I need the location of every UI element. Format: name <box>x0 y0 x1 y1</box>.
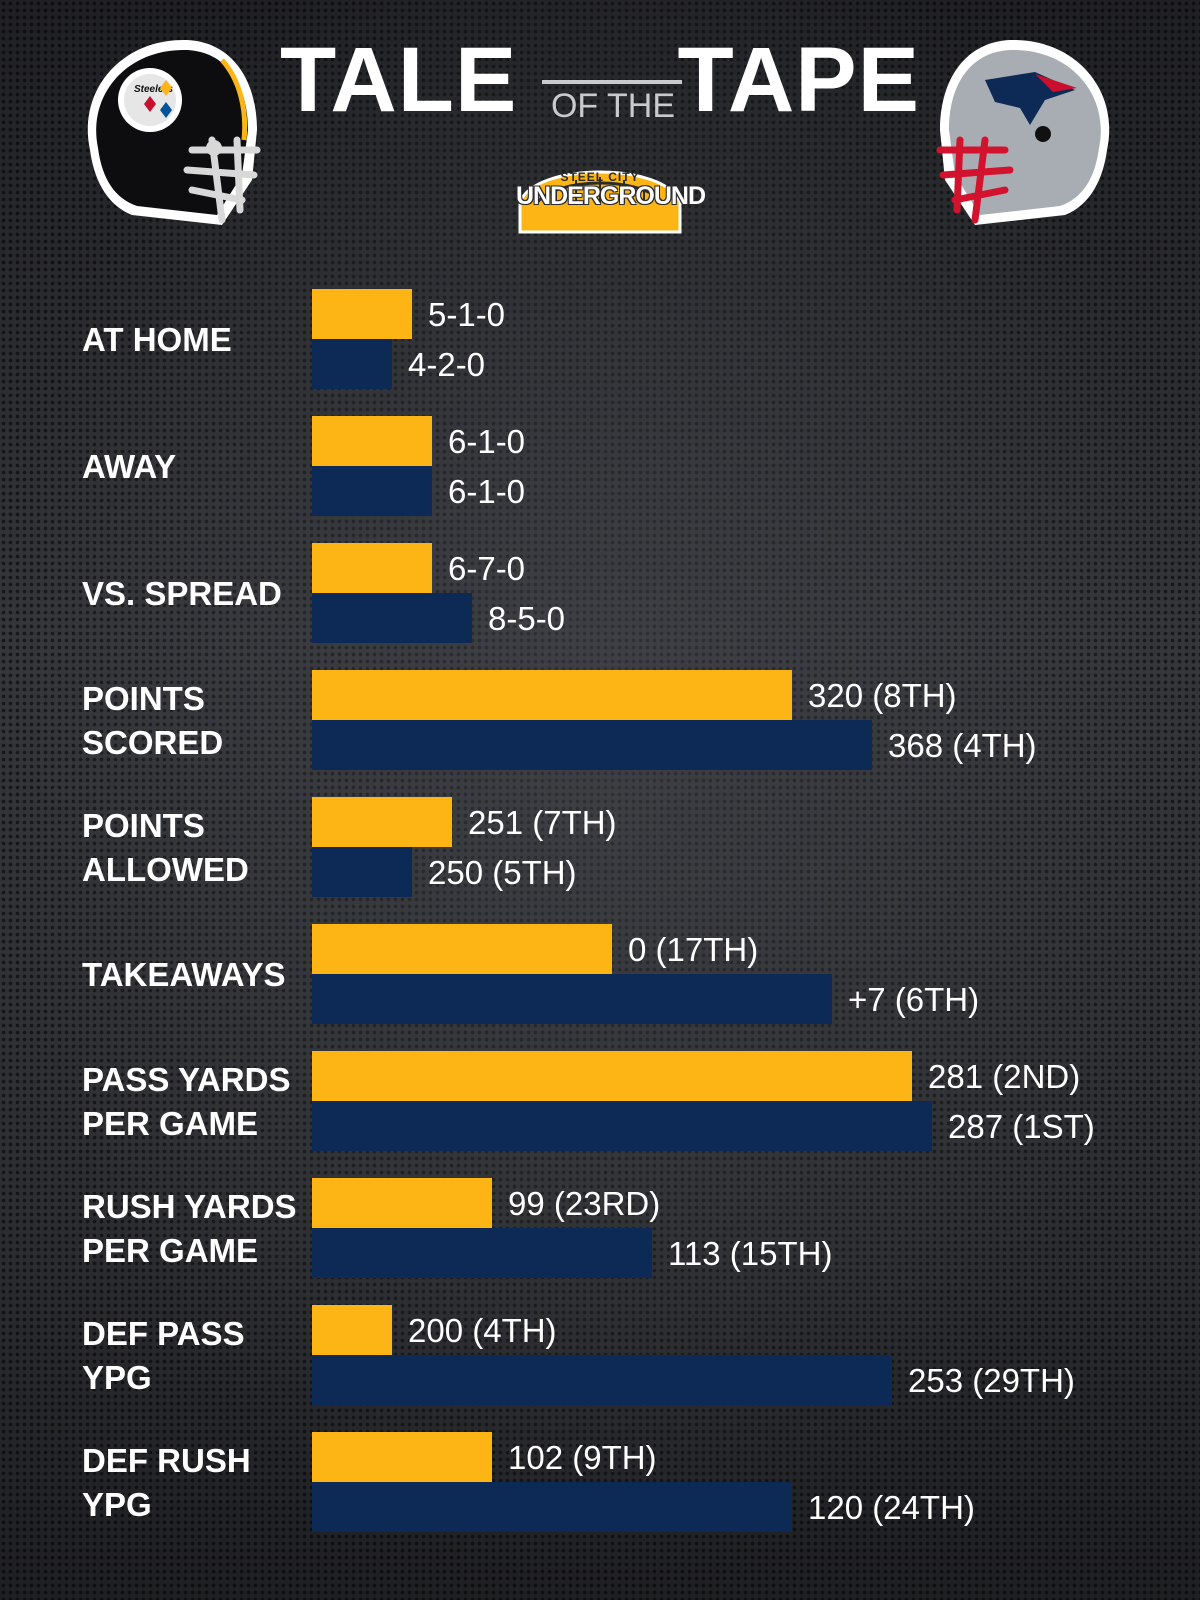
steelers-bar <box>312 543 432 593</box>
category-label: DEF PASS <box>82 1315 245 1352</box>
category-label: DEF RUSH <box>82 1442 251 1479</box>
steelers-bar <box>312 1051 912 1101</box>
patriots-bar <box>312 1355 892 1405</box>
category-label: SCORED <box>82 724 223 761</box>
category-label: RUSH YARDS <box>82 1188 297 1225</box>
patriots-bar <box>312 466 432 516</box>
steelers-bar <box>312 797 452 847</box>
brand-name: UNDERGROUND <box>516 182 706 210</box>
category-label: PASS YARDS <box>82 1061 290 1098</box>
data-label: 281 (2ND) <box>928 1058 1080 1095</box>
data-label: 320 (8TH) <box>808 677 957 714</box>
steelers-bar <box>312 1305 392 1355</box>
category-label: PER GAME <box>82 1232 258 1269</box>
data-label: 102 (9TH) <box>508 1439 657 1476</box>
category-label: YPG <box>82 1359 152 1396</box>
patriots-bar <box>312 847 412 897</box>
category-label: PER GAME <box>82 1105 258 1142</box>
steelers-bar <box>312 1432 492 1482</box>
steelers-bar <box>312 670 792 720</box>
category-label: POINTS <box>82 680 205 717</box>
data-label: 4-2-0 <box>408 346 485 383</box>
category-label: VS. SPREAD <box>82 575 282 612</box>
patriots-helmet-icon <box>936 39 1110 225</box>
data-label: 99 (23RD) <box>508 1185 660 1222</box>
data-label: 250 (5TH) <box>428 854 577 891</box>
helmet-left-logo-text: Steelers <box>134 84 173 95</box>
steelers-bar <box>312 1178 492 1228</box>
category-label: TAKEAWAYS <box>82 956 286 993</box>
category-label: YPG <box>82 1486 152 1523</box>
steelers-bar <box>312 924 612 974</box>
data-label: 6-1-0 <box>448 423 525 460</box>
patriots-bar <box>312 720 872 770</box>
data-label: 287 (1ST) <box>948 1108 1095 1145</box>
data-label: 113 (15TH) <box>668 1235 832 1272</box>
title-tale: TALE <box>280 29 518 131</box>
data-label: 200 (4TH) <box>408 1312 557 1349</box>
patriots-bar <box>312 593 472 643</box>
steelers-bar <box>312 416 432 466</box>
title-tape: TAPE <box>677 29 920 131</box>
bridge-arch-icon <box>518 170 682 234</box>
steelers-bar <box>312 289 412 339</box>
data-label: 120 (24TH) <box>808 1489 975 1526</box>
data-label: 368 (4TH) <box>888 727 1037 764</box>
patriots-bar <box>312 339 392 389</box>
title-divider <box>542 80 682 84</box>
category-label: AT HOME <box>82 321 232 358</box>
data-label: 6-1-0 <box>448 473 525 510</box>
chart-title: TALE OF THE TAPE <box>280 30 920 130</box>
data-label: 0 (17TH) <box>628 931 758 968</box>
steelers-helmet-icon: Steelers <box>87 39 261 225</box>
data-label: 6-7-0 <box>448 550 525 587</box>
patriots-bar <box>312 974 832 1024</box>
brand-subtitle: STEEL CITY <box>560 170 640 184</box>
steel-city-underground-logo: STEEL CITY UNDERGROUND <box>516 142 706 236</box>
category-label: POINTS <box>82 807 205 844</box>
data-label: 5-1-0 <box>428 296 505 333</box>
title-of-the: OF THE <box>550 87 676 125</box>
data-label: 8-5-0 <box>488 600 565 637</box>
patriots-bar <box>312 1482 792 1532</box>
data-label: +7 (6TH) <box>848 981 979 1018</box>
category-label: AWAY <box>82 448 176 485</box>
patriots-bar <box>312 1101 932 1151</box>
patriots-bar <box>312 1228 652 1278</box>
category-label: ALLOWED <box>82 851 249 888</box>
data-label: 253 (29TH) <box>908 1362 1075 1399</box>
data-label: 251 (7TH) <box>468 804 617 841</box>
